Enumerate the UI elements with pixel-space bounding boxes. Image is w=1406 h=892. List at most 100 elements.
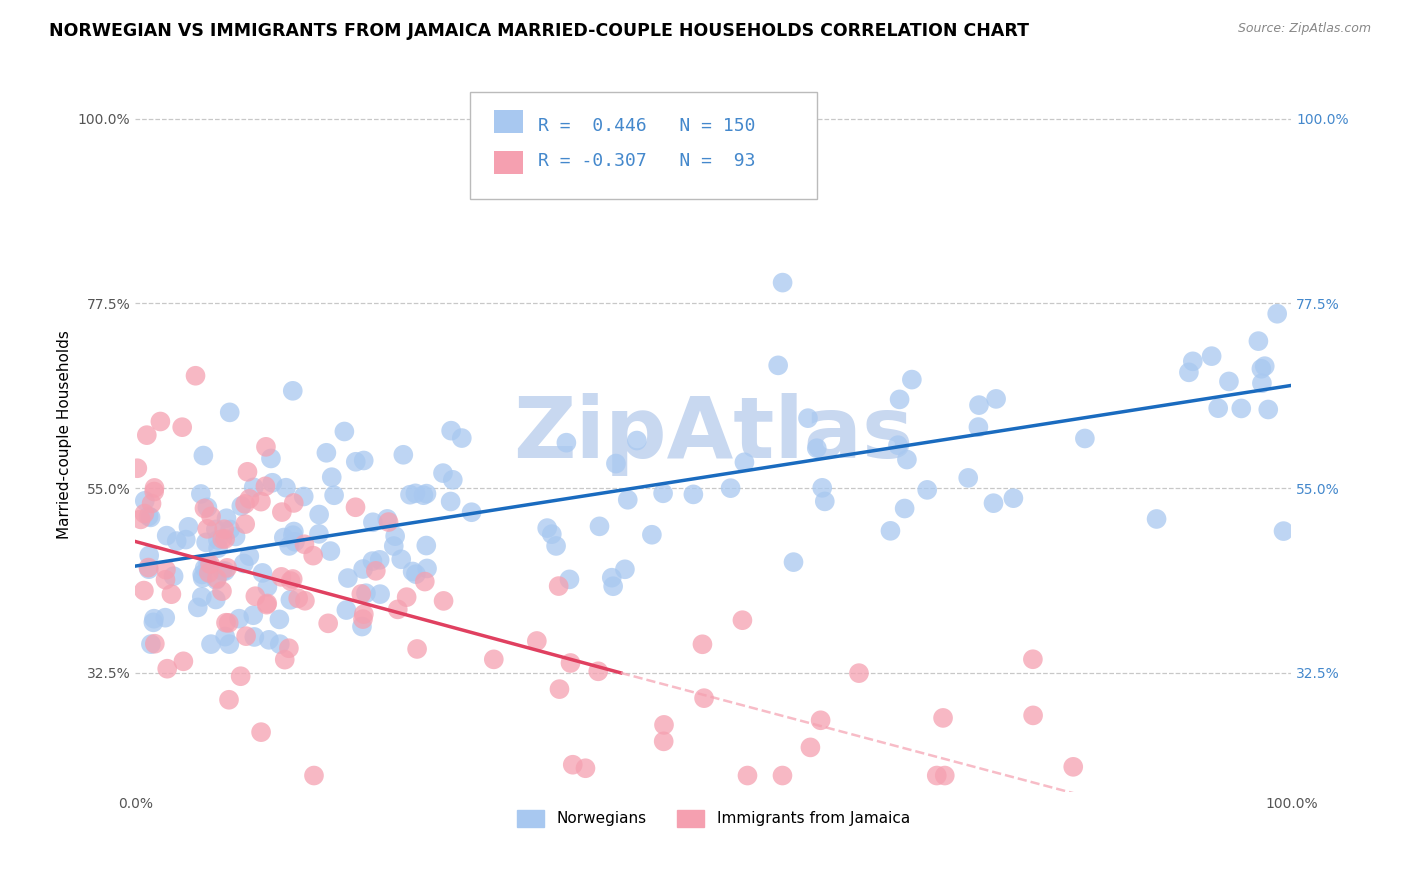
Point xyxy=(232,557,254,571)
Point xyxy=(387,602,409,616)
Point xyxy=(187,600,209,615)
Point xyxy=(142,615,165,630)
Point xyxy=(256,598,278,612)
Point xyxy=(896,452,918,467)
Point xyxy=(1062,760,1084,774)
Point xyxy=(600,571,623,585)
Point xyxy=(139,510,162,524)
Point xyxy=(242,480,264,494)
Point xyxy=(283,524,305,539)
Point xyxy=(405,567,427,582)
Point xyxy=(368,587,391,601)
Point xyxy=(983,496,1005,510)
Point xyxy=(574,761,596,775)
Point xyxy=(197,500,219,515)
Point xyxy=(233,517,256,532)
Point xyxy=(195,535,218,549)
Point xyxy=(219,523,242,537)
Point xyxy=(957,471,980,485)
Point xyxy=(218,615,240,630)
Point xyxy=(287,591,309,606)
Point xyxy=(384,529,406,543)
Point xyxy=(1265,307,1288,321)
Point xyxy=(218,405,240,419)
Point xyxy=(797,411,820,425)
Point xyxy=(450,431,472,445)
Point xyxy=(250,494,273,508)
Point xyxy=(228,612,250,626)
Point xyxy=(269,637,291,651)
Point xyxy=(613,562,636,576)
Point xyxy=(1074,432,1097,446)
Point xyxy=(361,554,384,568)
Point xyxy=(138,562,160,576)
Point xyxy=(274,653,297,667)
Point xyxy=(536,521,558,535)
Point xyxy=(1254,359,1277,373)
Point xyxy=(586,665,609,679)
Point xyxy=(195,522,218,536)
Point xyxy=(143,612,166,626)
Point xyxy=(270,570,292,584)
Point xyxy=(772,768,794,782)
Point xyxy=(1146,512,1168,526)
Point xyxy=(135,428,157,442)
Point xyxy=(415,486,437,500)
Point xyxy=(416,561,439,575)
Point xyxy=(134,493,156,508)
Point xyxy=(132,583,155,598)
Point xyxy=(602,579,624,593)
Point xyxy=(197,558,219,572)
Point xyxy=(207,533,229,547)
Point xyxy=(893,501,915,516)
Point xyxy=(281,528,304,542)
Point xyxy=(174,533,197,547)
Point xyxy=(257,632,280,647)
Point xyxy=(294,537,316,551)
Point xyxy=(1022,708,1045,723)
Point xyxy=(353,607,375,621)
Point xyxy=(540,527,562,541)
Point xyxy=(1178,365,1201,379)
Point xyxy=(806,441,828,455)
Point xyxy=(641,527,664,541)
Legend: Norwegians, Immigrants from Jamaica: Norwegians, Immigrants from Jamaica xyxy=(509,803,918,834)
Point xyxy=(155,563,177,577)
Point xyxy=(274,481,297,495)
Point xyxy=(238,491,260,506)
Point xyxy=(269,612,291,626)
Point xyxy=(401,565,423,579)
Point xyxy=(810,713,832,727)
Point xyxy=(441,473,464,487)
Point xyxy=(143,484,166,499)
Point xyxy=(256,596,278,610)
Point xyxy=(432,594,454,608)
Point xyxy=(143,637,166,651)
Text: ZipAtlas: ZipAtlas xyxy=(513,393,914,476)
Point xyxy=(772,276,794,290)
Point xyxy=(254,479,277,493)
Point xyxy=(1272,524,1295,538)
Point xyxy=(720,481,742,495)
Point xyxy=(413,574,436,589)
Text: R = -0.307   N =  93: R = -0.307 N = 93 xyxy=(537,153,755,170)
Point xyxy=(191,567,214,582)
Point xyxy=(172,420,194,434)
Point xyxy=(238,549,260,563)
Point xyxy=(555,435,578,450)
Point xyxy=(215,511,238,525)
Point xyxy=(127,461,149,475)
Point xyxy=(191,571,214,585)
Point xyxy=(1251,376,1274,391)
FancyBboxPatch shape xyxy=(494,151,523,174)
Point xyxy=(198,566,221,580)
Point xyxy=(1230,401,1253,416)
Point xyxy=(352,612,374,626)
Point xyxy=(440,494,463,508)
Point xyxy=(548,682,571,697)
Point xyxy=(652,718,675,732)
Point xyxy=(166,534,188,549)
Point xyxy=(243,630,266,644)
Point xyxy=(526,634,548,648)
Point xyxy=(177,520,200,534)
